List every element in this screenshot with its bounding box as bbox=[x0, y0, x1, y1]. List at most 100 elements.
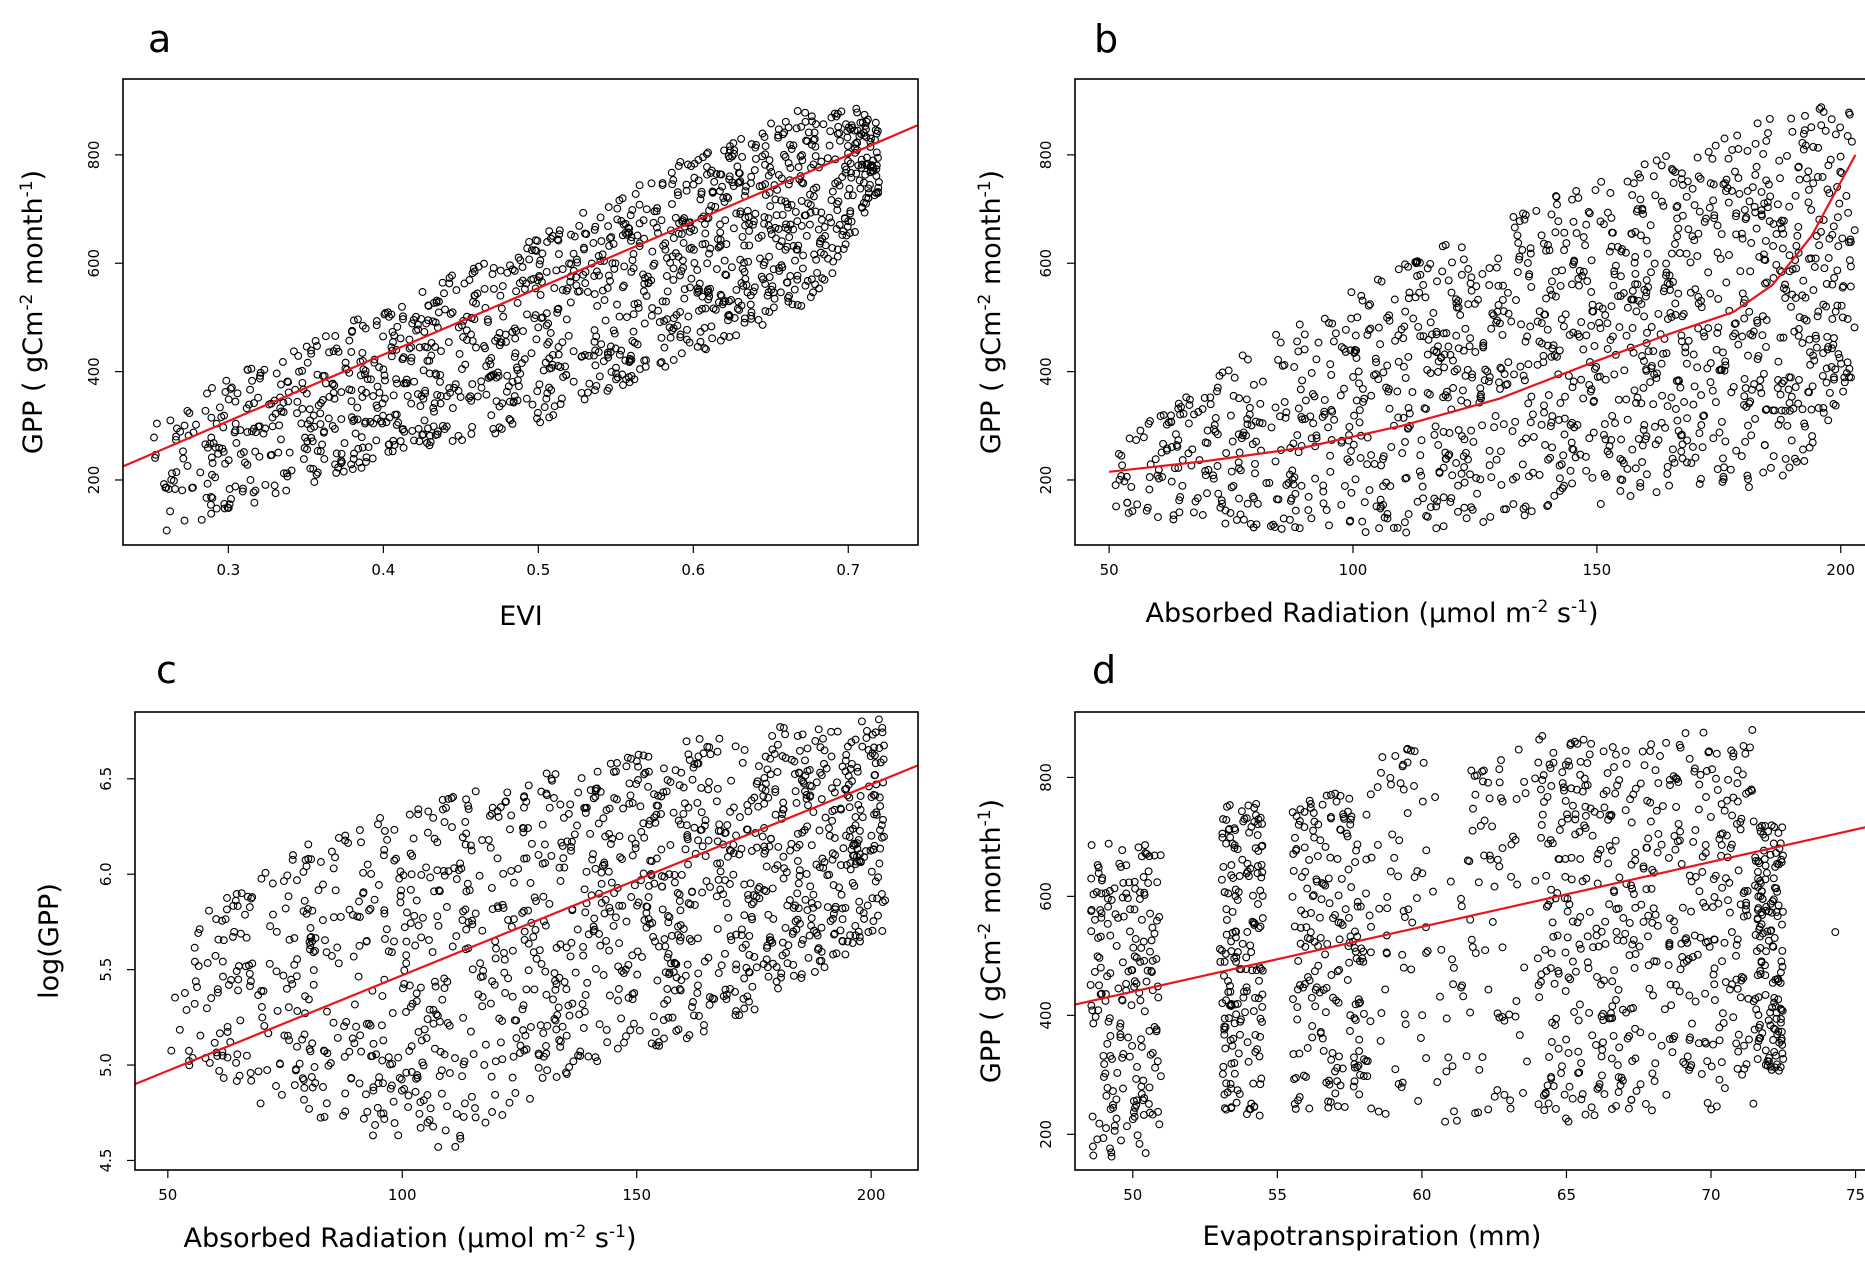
data-point bbox=[537, 787, 546, 796]
data-point bbox=[607, 233, 616, 242]
data-point bbox=[1706, 289, 1715, 298]
data-point bbox=[518, 263, 527, 272]
data-point bbox=[1367, 1104, 1376, 1113]
data-point bbox=[462, 925, 471, 934]
data-point bbox=[793, 275, 802, 284]
data-point bbox=[1485, 461, 1494, 470]
data-point bbox=[717, 961, 726, 970]
data-point bbox=[493, 807, 502, 816]
data-point bbox=[1522, 434, 1530, 443]
data-point bbox=[395, 1074, 404, 1082]
data-point bbox=[333, 943, 342, 952]
data-point bbox=[480, 259, 488, 268]
data-point bbox=[349, 417, 358, 426]
data-point bbox=[166, 416, 175, 425]
fit-line-a bbox=[122, 124, 919, 468]
data-point bbox=[810, 967, 819, 976]
data-point bbox=[1823, 332, 1832, 341]
data-point bbox=[645, 820, 653, 829]
data-point bbox=[202, 493, 211, 502]
x-tick-label: 0.6 bbox=[681, 561, 705, 579]
data-point bbox=[428, 948, 437, 957]
x-tick-label: 0.3 bbox=[216, 561, 240, 579]
data-point bbox=[588, 855, 597, 864]
data-point bbox=[1444, 342, 1453, 351]
data-point bbox=[1709, 1040, 1718, 1049]
data-point bbox=[1793, 231, 1802, 240]
data-point bbox=[1167, 477, 1176, 486]
data-point bbox=[1560, 786, 1568, 795]
data-point bbox=[698, 842, 707, 851]
data-point bbox=[831, 179, 840, 188]
data-point bbox=[1235, 464, 1243, 473]
data-point bbox=[1426, 318, 1435, 327]
data-point bbox=[1243, 928, 1252, 936]
data-point bbox=[412, 896, 421, 905]
data-point bbox=[1682, 359, 1691, 368]
data-point bbox=[359, 868, 368, 877]
data-point bbox=[516, 1049, 524, 1057]
data-point bbox=[1722, 278, 1731, 287]
data-point bbox=[784, 297, 793, 306]
data-point bbox=[1328, 407, 1337, 416]
data-point bbox=[527, 839, 536, 848]
data-point bbox=[493, 902, 502, 911]
data-point bbox=[1133, 500, 1142, 509]
data-point bbox=[1178, 481, 1187, 490]
data-point bbox=[1807, 123, 1816, 132]
data-point bbox=[1569, 377, 1578, 386]
data-point bbox=[724, 297, 733, 306]
data-point bbox=[1175, 496, 1184, 505]
data-point bbox=[466, 1027, 475, 1036]
data-point bbox=[350, 415, 359, 424]
data-point bbox=[1203, 439, 1212, 448]
data-point bbox=[747, 140, 756, 149]
data-point bbox=[1657, 359, 1666, 368]
data-point bbox=[1623, 177, 1632, 186]
data-point bbox=[1439, 427, 1448, 436]
data-point bbox=[325, 348, 334, 357]
data-point bbox=[357, 1047, 366, 1056]
data-point bbox=[388, 447, 397, 456]
data-point bbox=[234, 975, 243, 984]
data-point bbox=[1449, 356, 1457, 365]
data-point bbox=[562, 985, 571, 994]
data-point bbox=[1441, 391, 1450, 400]
data-point bbox=[1814, 404, 1823, 412]
data-point bbox=[1402, 528, 1411, 537]
data-point bbox=[1611, 419, 1619, 428]
data-point bbox=[534, 850, 543, 859]
data-point bbox=[722, 271, 731, 280]
data-point bbox=[390, 825, 399, 834]
data-point bbox=[361, 366, 370, 375]
data-point bbox=[1434, 342, 1442, 351]
data-point bbox=[697, 190, 706, 199]
data-point bbox=[668, 180, 677, 189]
data-point bbox=[367, 869, 376, 878]
data-point bbox=[383, 835, 392, 844]
data-point bbox=[806, 293, 815, 302]
data-point bbox=[1365, 486, 1374, 495]
data-point bbox=[761, 307, 770, 316]
data-point bbox=[208, 384, 216, 392]
data-point bbox=[1669, 166, 1677, 175]
data-point bbox=[1589, 428, 1598, 437]
data-point bbox=[520, 935, 529, 944]
data-point bbox=[657, 872, 666, 881]
data-point bbox=[310, 478, 319, 486]
data-point bbox=[526, 1094, 534, 1103]
data-point bbox=[1327, 370, 1336, 379]
data-point bbox=[336, 912, 345, 921]
data-point bbox=[1422, 404, 1430, 413]
data-point bbox=[398, 312, 407, 321]
data-point bbox=[707, 322, 716, 331]
data-point bbox=[1537, 821, 1546, 829]
data-point bbox=[648, 247, 657, 256]
data-point bbox=[683, 831, 692, 839]
data-point bbox=[760, 842, 769, 851]
data-point bbox=[873, 894, 882, 903]
data-point bbox=[1729, 332, 1738, 341]
data-point bbox=[308, 1083, 317, 1092]
data-point bbox=[285, 448, 294, 457]
data-point bbox=[1294, 448, 1303, 457]
